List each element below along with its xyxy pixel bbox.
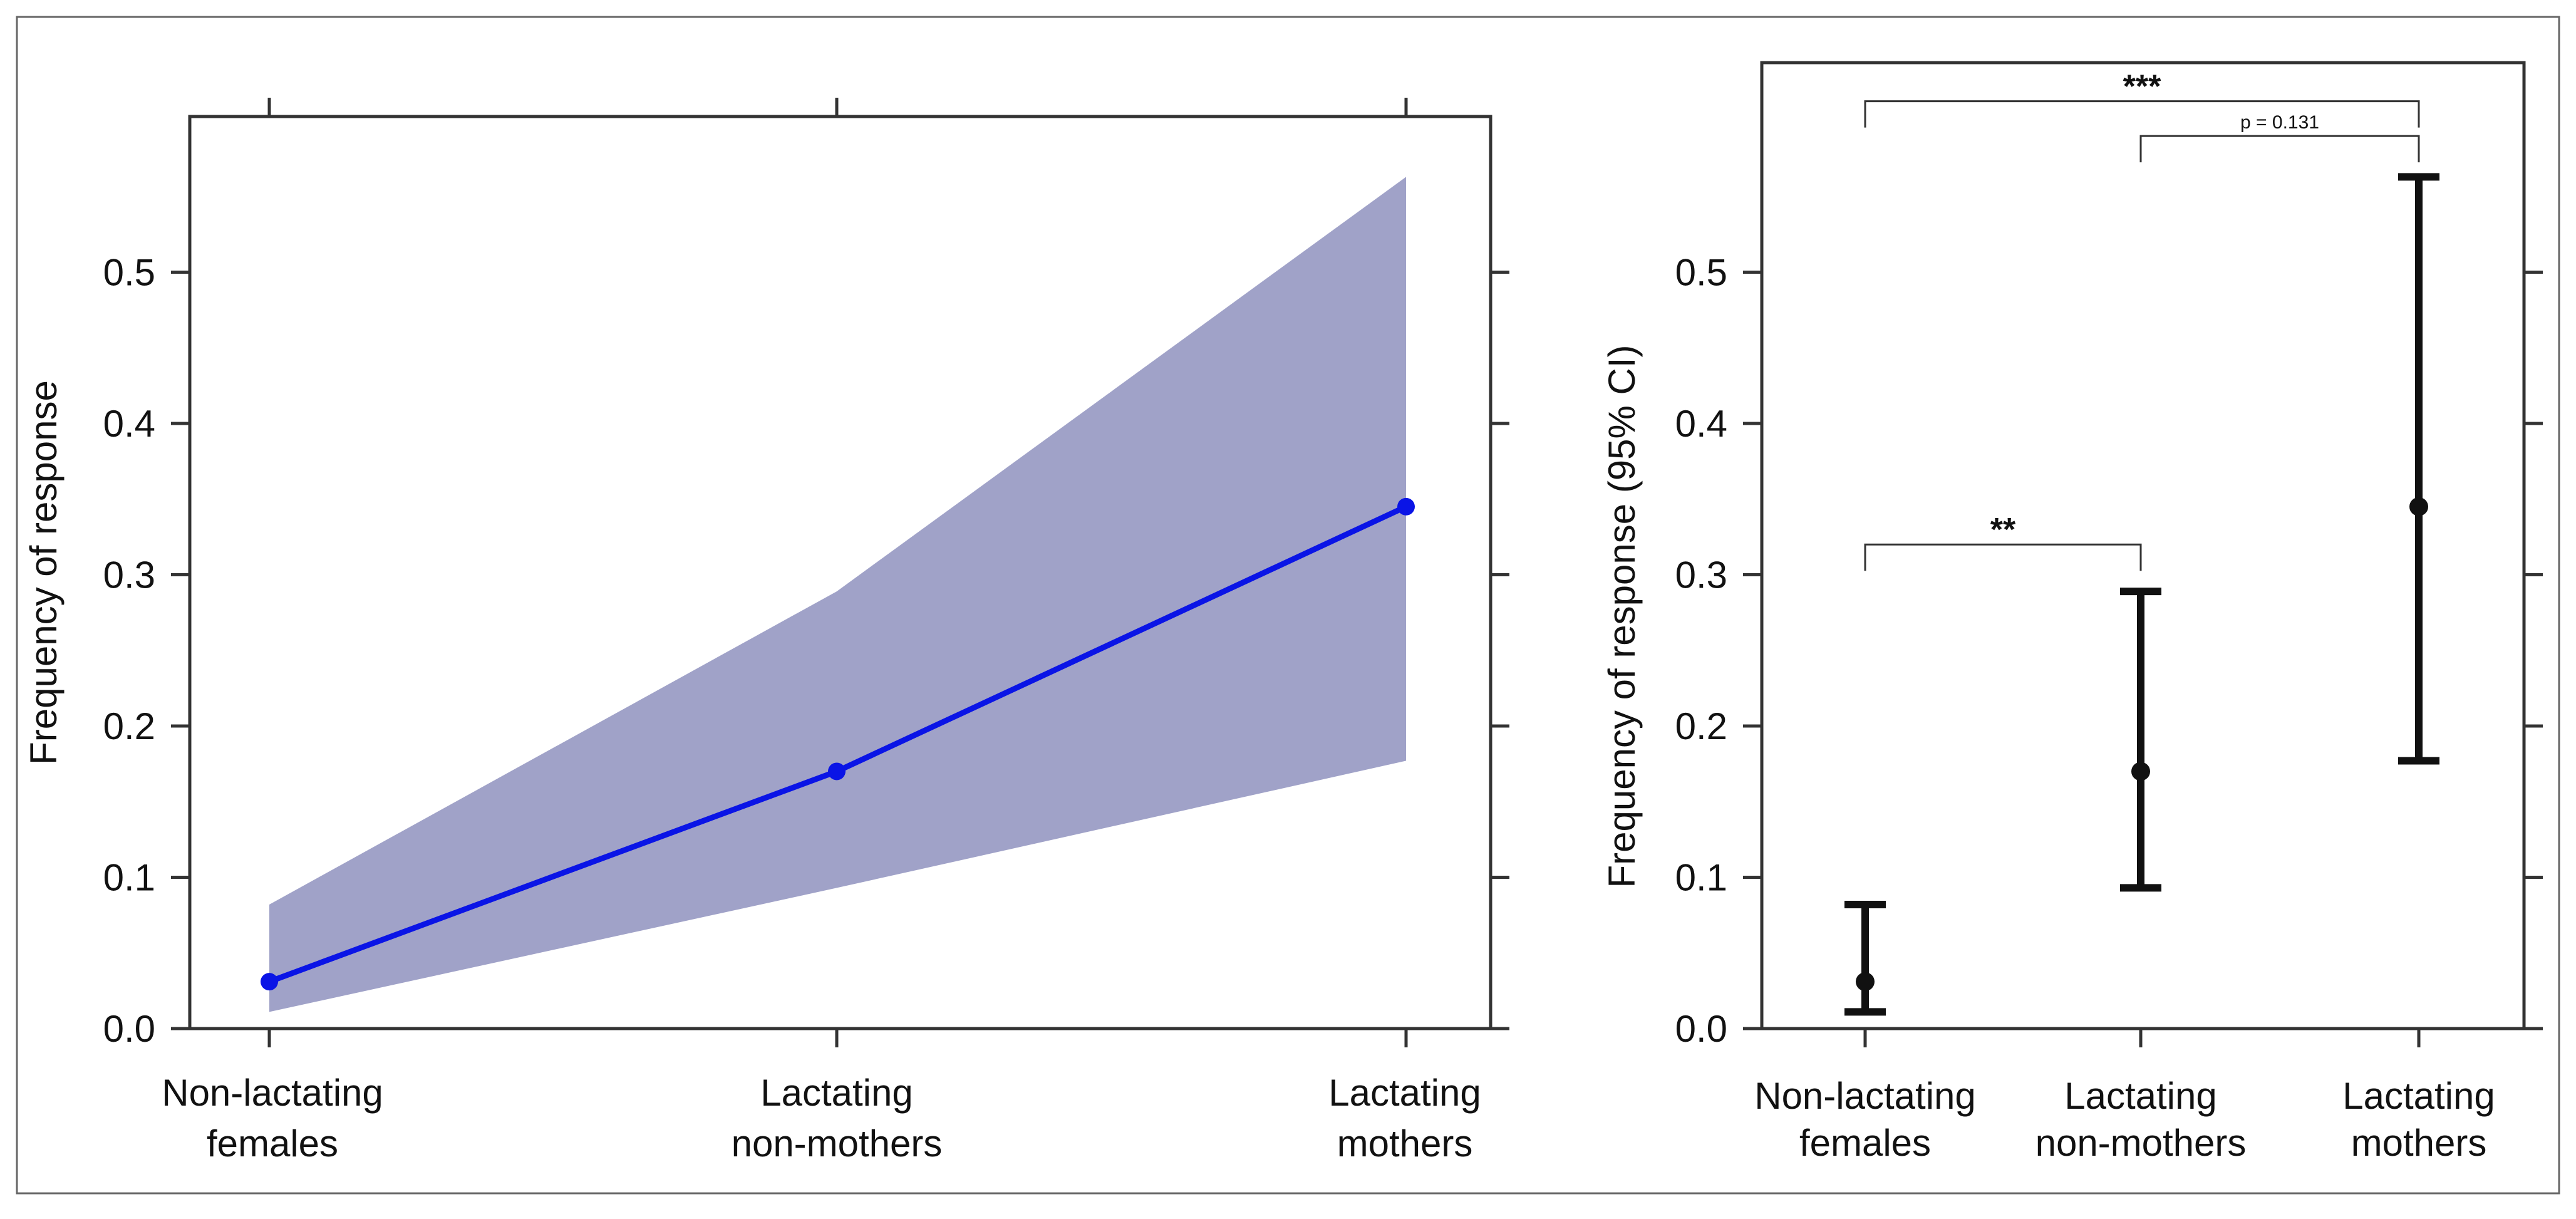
y-tick-label: 0.3 bbox=[1675, 554, 1727, 596]
y-axis-title-left: Frequency of response bbox=[23, 380, 65, 765]
x-tick-label-line1: Lactating bbox=[760, 1072, 913, 1114]
confidence-band bbox=[269, 177, 1406, 1012]
left-chart-panel: 0.0 0.1 0.2 0.3 0.4 0.5 Non-lactating females La… bbox=[23, 98, 1509, 1165]
data-point bbox=[2409, 497, 2428, 516]
x-tick-label-line2: mothers bbox=[1337, 1123, 1473, 1165]
x-tick-label-line2: non-mothers bbox=[2035, 1122, 2247, 1164]
x-tick-label-line1: Non-lactating bbox=[162, 1072, 383, 1114]
outer-frame bbox=[16, 16, 2560, 1195]
data-point bbox=[2131, 762, 2150, 781]
y-axis-title-right: Frequency of response (95% CI) bbox=[1601, 345, 1643, 888]
x-tick-label-line2: mothers bbox=[2351, 1122, 2487, 1164]
y-tick-label: 0.0 bbox=[1675, 1008, 1727, 1050]
significance-label: p = 0.131 bbox=[2240, 112, 2319, 133]
significance-label: *** bbox=[2123, 69, 2161, 105]
y-tick-label: 0.2 bbox=[103, 705, 155, 747]
x-tick-label-line1: Lactating bbox=[2064, 1075, 2217, 1117]
data-point bbox=[828, 762, 846, 781]
y-tick-label: 0.5 bbox=[1675, 252, 1727, 294]
y-tick-label: 0.0 bbox=[103, 1008, 155, 1050]
data-point bbox=[1397, 497, 1415, 516]
right-chart-panel: *** p = 0.131 ** 0.0 0.1 0.2 0.3 0.4 0.5 Non-lac… bbox=[1601, 61, 2543, 1164]
plot-frame-left bbox=[188, 115, 1492, 1030]
x-tick-label-line2: females bbox=[207, 1123, 338, 1165]
y-tick-label: 0.4 bbox=[103, 403, 155, 445]
significance-bracket bbox=[1864, 543, 2142, 571]
x-tick-label-line1: Non-lactating bbox=[1754, 1075, 1976, 1117]
y-tick-label: 0.5 bbox=[103, 252, 155, 294]
x-tick-label-line1: Lactating bbox=[2342, 1075, 2495, 1117]
x-tick-label-line2: non-mothers bbox=[732, 1123, 943, 1165]
x-tick-label-line1: Lactating bbox=[1328, 1072, 1481, 1114]
y-tick-label: 0.4 bbox=[1675, 403, 1727, 445]
data-point bbox=[261, 973, 278, 991]
y-tick-label: 0.1 bbox=[1675, 857, 1727, 899]
y-tick-label: 0.3 bbox=[103, 554, 155, 596]
data-point bbox=[1856, 972, 1875, 992]
y-tick-label: 0.2 bbox=[1675, 705, 1727, 747]
significance-label: ** bbox=[1990, 512, 2016, 548]
significance-bracket bbox=[1864, 100, 2420, 128]
y-tick-label: 0.1 bbox=[103, 857, 155, 899]
x-tick-label-line2: females bbox=[1799, 1122, 1931, 1164]
significance-bracket bbox=[2139, 135, 2420, 163]
plot-frame-right bbox=[1760, 61, 2526, 1030]
